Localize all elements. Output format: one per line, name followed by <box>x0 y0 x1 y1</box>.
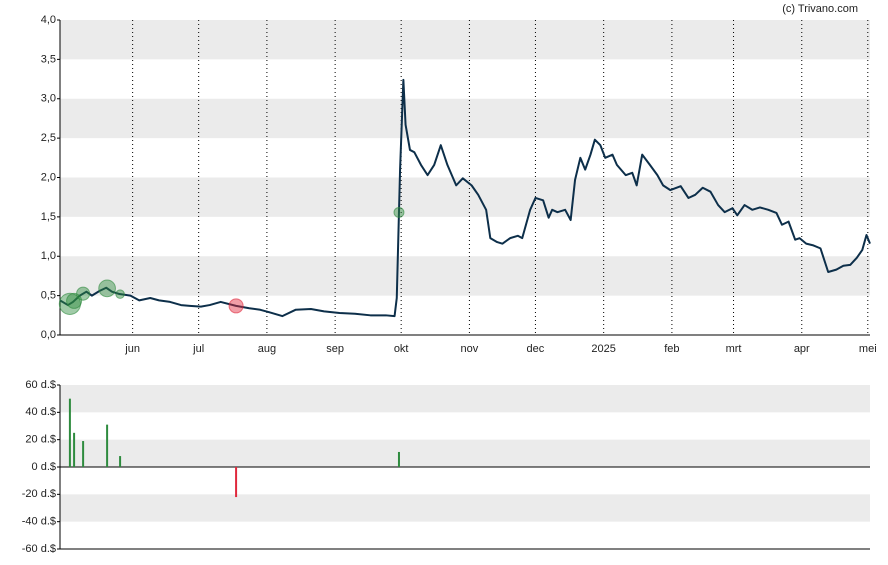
y-tick-label: -60 d.$ <box>22 543 56 555</box>
y-tick-label: -20 d.$ <box>22 488 56 500</box>
trade-marker <box>393 206 405 218</box>
x-tick-label: jun <box>124 343 140 355</box>
trade-marker <box>228 298 244 314</box>
bar <box>73 432 76 467</box>
grid-band <box>60 494 870 522</box>
x-tick-label: aug <box>258 343 276 355</box>
y-tick-label: 1,0 <box>41 250 56 262</box>
x-tick-label: feb <box>664 343 679 355</box>
bar <box>235 467 238 498</box>
y-tick-label: 3,5 <box>41 53 56 65</box>
trade-marker <box>115 289 125 299</box>
y-tick-label: 20 d.$ <box>25 434 56 446</box>
bar <box>68 398 71 467</box>
x-tick-label: 2025 <box>591 343 615 355</box>
grid-band <box>60 385 870 413</box>
y-tick-label: 1,5 <box>41 211 56 223</box>
grid-band <box>60 439 870 467</box>
bar <box>397 451 400 467</box>
y-tick-label: 2,0 <box>41 171 56 183</box>
y-tick-label: 60 d.$ <box>25 379 56 391</box>
grid-band <box>60 98 870 139</box>
x-tick-label: jul <box>192 343 204 355</box>
trade-marker <box>76 286 91 301</box>
grid-band <box>60 177 870 217</box>
y-tick-label: 3,0 <box>41 93 56 105</box>
y-tick-label: 0 d.$ <box>32 461 56 473</box>
x-tick-label: nov <box>461 343 479 355</box>
bar <box>106 424 109 467</box>
x-tick-label: sep <box>326 343 344 355</box>
y-tick-label: 2,5 <box>41 132 56 144</box>
y-tick-label: 4,0 <box>41 14 56 26</box>
y-tick-label: 0,0 <box>41 329 56 341</box>
y-tick-label: 0,5 <box>41 290 56 302</box>
bar <box>82 441 85 467</box>
x-tick-label: mrt <box>726 343 742 355</box>
grid-band <box>60 20 870 60</box>
x-tick-label: okt <box>394 343 409 355</box>
y-tick-label: -40 d.$ <box>22 516 56 528</box>
price-line <box>59 78 871 318</box>
x-tick-label: dec <box>527 343 545 355</box>
x-tick-label: mei <box>859 343 877 355</box>
bar <box>119 456 122 467</box>
trade-marker <box>98 279 116 298</box>
x-tick-label: apr <box>794 343 810 355</box>
y-tick-label: 40 d.$ <box>25 406 56 418</box>
source: (c) Trivano.com <box>782 3 858 15</box>
grid-band <box>60 256 870 296</box>
